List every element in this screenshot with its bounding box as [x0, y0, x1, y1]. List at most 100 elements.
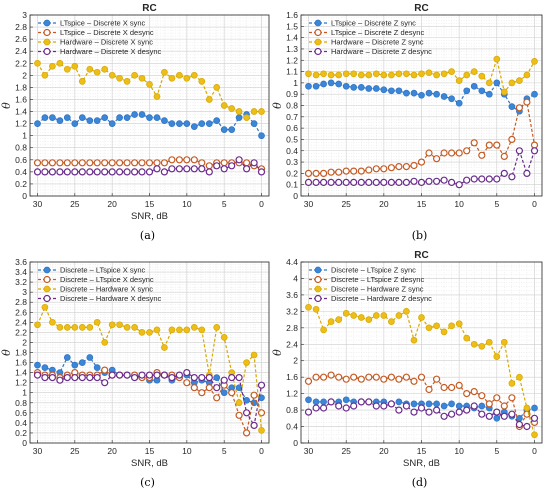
data-point	[49, 62, 56, 70]
data-point	[56, 168, 64, 176]
data-point	[388, 318, 395, 325]
data-point	[478, 87, 486, 95]
data-point	[116, 114, 123, 121]
y-tick-label: 0.4	[286, 422, 298, 432]
data-point	[205, 168, 213, 176]
series-3	[34, 303, 265, 434]
data-point	[440, 93, 448, 100]
data-point	[86, 65, 94, 73]
data-point	[350, 178, 358, 186]
panel-caption: (d)	[412, 476, 428, 489]
data-point	[220, 376, 228, 384]
data-point	[198, 165, 206, 173]
data-point	[176, 120, 183, 127]
data-point	[63, 168, 71, 176]
legend-swatch-marker	[43, 28, 51, 37]
data-point	[327, 71, 335, 79]
data-point	[146, 114, 153, 121]
data-point	[440, 383, 448, 392]
data-point	[243, 114, 250, 121]
data-point	[190, 324, 198, 331]
legend-entry: Discrete – LTspice Z sync	[331, 266, 416, 275]
data-point	[78, 359, 86, 366]
data-point	[410, 336, 418, 344]
data-point	[485, 90, 493, 98]
data-point	[108, 159, 116, 167]
data-point	[402, 163, 410, 171]
legend-entry: Discrete – LTspice X sync	[60, 266, 146, 275]
panel-caption: (b)	[412, 229, 428, 242]
data-point	[312, 305, 320, 313]
legend-entry: Discrete – Hardware X sync	[60, 285, 153, 294]
data-point	[417, 178, 426, 186]
data-point	[493, 79, 501, 87]
data-point	[320, 398, 327, 406]
data-point	[235, 156, 243, 164]
data-point	[380, 178, 388, 186]
data-point	[101, 366, 109, 374]
data-point	[388, 87, 395, 95]
data-point	[418, 91, 425, 99]
legend-swatch-marker	[43, 275, 51, 284]
data-point	[228, 126, 236, 133]
y-tick-label: 3.6	[15, 257, 27, 267]
data-point	[425, 408, 433, 416]
x-tick-label: 5	[494, 199, 499, 209]
data-point	[372, 85, 380, 92]
data-point	[395, 70, 403, 78]
x-tick-label: 10	[182, 199, 192, 209]
data-point	[250, 351, 258, 359]
data-point	[33, 168, 42, 176]
data-point	[93, 68, 101, 76]
data-point	[493, 414, 501, 422]
data-point	[190, 374, 198, 382]
y-tick-label: 1.6	[15, 358, 27, 368]
y-tick-label: 0.8	[286, 101, 298, 111]
y-tick-label: 0	[293, 191, 298, 201]
data-point	[235, 108, 243, 115]
data-point	[410, 71, 418, 79]
data-point	[220, 334, 228, 341]
data-point	[304, 169, 313, 177]
y-tick-label: 0.2	[286, 168, 298, 178]
y-tick-label: 0.6	[286, 123, 298, 133]
legend-entry: LTspice – Discrete Z sync	[331, 19, 416, 28]
y-tick-label: 3.2	[15, 277, 27, 287]
data-point	[190, 384, 198, 392]
data-point	[101, 379, 109, 387]
legend-entry: Discrete – Hardware X desync	[60, 294, 162, 303]
data-point	[312, 82, 320, 90]
legend-entry: LTspice – Discrete X sync	[60, 19, 146, 28]
data-point	[138, 371, 146, 379]
data-point	[335, 80, 343, 88]
data-point	[93, 159, 101, 167]
data-point	[71, 120, 79, 127]
data-point	[228, 162, 236, 170]
data-point	[523, 98, 531, 106]
y-tick-label: 2.4	[286, 339, 298, 349]
data-point	[335, 168, 343, 176]
data-point	[153, 165, 161, 173]
data-point	[508, 173, 516, 181]
data-point	[380, 375, 388, 383]
data-point	[56, 159, 64, 167]
data-point	[56, 376, 64, 384]
data-point	[305, 82, 312, 90]
data-point	[433, 177, 441, 185]
data-point	[515, 420, 524, 429]
data-point	[235, 411, 243, 419]
data-point	[93, 168, 101, 176]
data-point	[183, 326, 191, 334]
data-point	[116, 74, 123, 82]
data-point	[455, 77, 463, 84]
y-tick-label: 2	[22, 337, 27, 347]
data-point	[531, 58, 538, 65]
y-tick-label: 3.6	[286, 290, 298, 300]
data-point	[372, 312, 380, 319]
y-tick-label: 0	[22, 191, 27, 201]
data-point	[395, 375, 403, 383]
data-point	[213, 394, 221, 402]
data-point	[403, 89, 410, 97]
data-point	[320, 404, 328, 412]
data-point	[123, 324, 131, 331]
